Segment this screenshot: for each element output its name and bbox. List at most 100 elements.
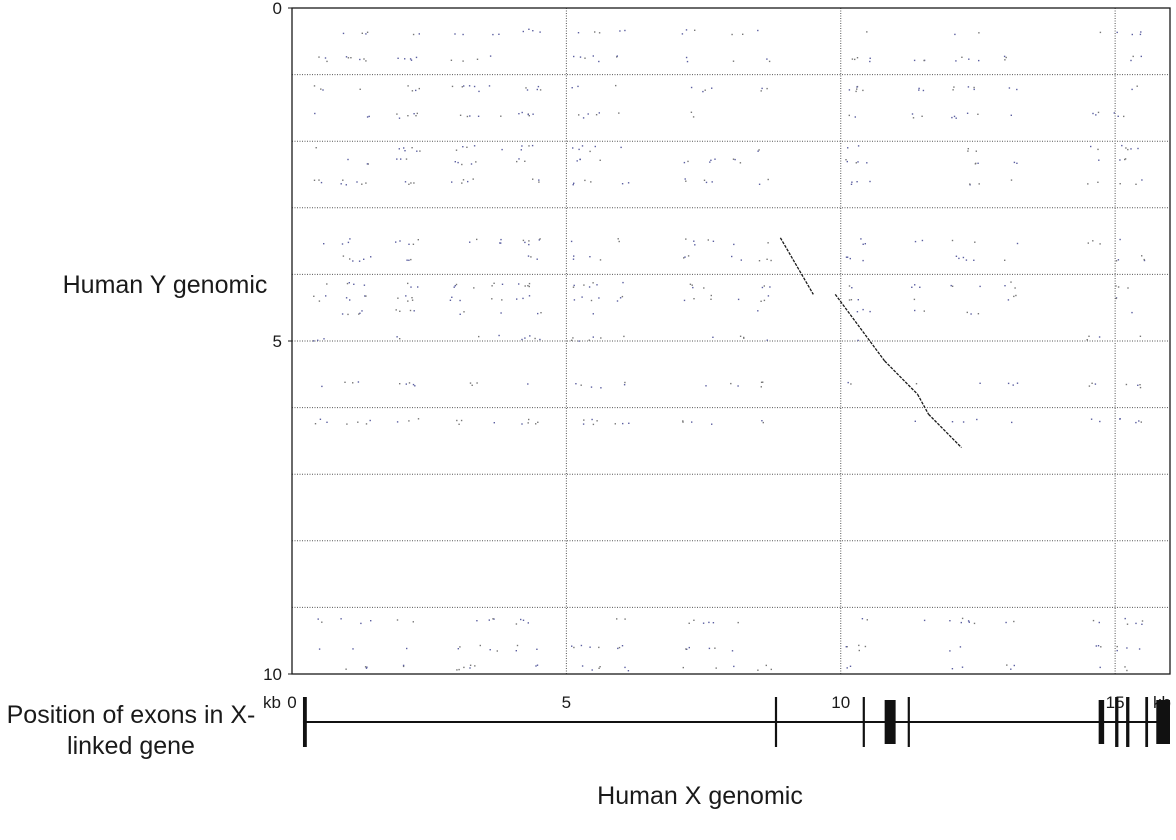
repeat-dot-568 xyxy=(369,419,371,422)
repeat-dot-373 xyxy=(1115,260,1118,262)
repeat-dot-627 xyxy=(702,622,705,624)
repeat-dot-453 xyxy=(683,299,686,302)
repeat-dot-604 xyxy=(1119,418,1121,420)
repeat-dot-539 xyxy=(600,387,602,389)
repeat-dot-135 xyxy=(413,113,415,115)
repeat-dot-260 xyxy=(408,183,410,185)
repeat-dot-73 xyxy=(968,58,970,60)
repeat-dot-174 xyxy=(315,147,317,149)
repeat-dot-432 xyxy=(365,295,367,297)
repeat-dot-394 xyxy=(527,285,529,287)
repeat-dot-548 xyxy=(760,381,763,383)
alignment-segment-2 xyxy=(834,293,886,362)
repeat-dot-622 xyxy=(527,622,529,624)
repeat-dot-591 xyxy=(682,420,684,422)
repeat-dot-522 xyxy=(1086,339,1088,341)
repeat-dot-108 xyxy=(761,87,763,90)
repeat-dot-573 xyxy=(458,423,460,425)
repeat-dot-437 xyxy=(407,300,409,302)
repeat-dot-706 xyxy=(627,670,630,672)
repeat-dot-547 xyxy=(760,386,762,388)
repeat-dot-494 xyxy=(1131,311,1133,314)
exon-5 xyxy=(1098,700,1105,744)
repeat-dot-465 xyxy=(1007,299,1010,301)
repeat-dot-9 xyxy=(498,33,500,35)
repeat-dot-213 xyxy=(400,158,402,160)
repeat-dot-623 xyxy=(624,618,626,620)
repeat-dot-197 xyxy=(758,149,760,151)
repeat-dot-160 xyxy=(921,115,923,117)
repeat-dot-204 xyxy=(1097,148,1099,151)
repeat-dot-172 xyxy=(1117,115,1119,117)
repeat-dot-463 xyxy=(857,299,859,301)
repeat-dot-326 xyxy=(767,242,769,244)
repeat-dot-21 xyxy=(694,29,696,31)
repeat-dot-28 xyxy=(1099,31,1102,34)
repeat-dot-458 xyxy=(767,295,770,297)
repeat-dot-544 xyxy=(737,385,739,387)
repeat-dot-587 xyxy=(622,422,624,425)
repeat-dot-182 xyxy=(455,149,458,151)
repeat-dot-184 xyxy=(473,145,476,147)
repeat-dot-238 xyxy=(845,159,847,161)
repeat-dot-277 xyxy=(684,178,686,180)
repeat-dot-375 xyxy=(1141,255,1143,257)
repeat-dot-618 xyxy=(492,618,494,620)
repeat-dot-556 xyxy=(1088,385,1091,387)
repeat-dot-124 xyxy=(967,86,970,88)
repeat-dot-647 xyxy=(1135,622,1137,625)
repeat-dot-303 xyxy=(408,243,410,245)
repeat-dot-506 xyxy=(539,338,541,341)
x-tick-label-2: 10 xyxy=(831,693,850,712)
repeat-dot-325 xyxy=(733,243,735,246)
exon-0 xyxy=(302,697,307,747)
repeat-dot-243 xyxy=(975,162,977,165)
repeat-dot-489 xyxy=(914,309,916,312)
repeat-dot-638 xyxy=(968,621,970,623)
exon-track xyxy=(302,697,1170,747)
repeat-dot-659 xyxy=(536,648,538,650)
repeat-dot-192 xyxy=(572,147,574,149)
repeat-dot-5 xyxy=(412,33,415,36)
repeat-dot-692 xyxy=(402,665,405,668)
repeat-dot-271 xyxy=(573,182,575,184)
repeat-dot-707 xyxy=(624,666,626,669)
repeat-dot-452 xyxy=(621,295,624,298)
repeat-dot-322 xyxy=(694,244,696,246)
repeat-dot-340 xyxy=(349,258,351,260)
repeat-dot-617 xyxy=(493,618,495,620)
repeat-dot-159 xyxy=(911,113,914,115)
repeat-dot-474 xyxy=(358,313,360,315)
diagonal-alignment xyxy=(779,237,962,449)
repeat-dot-464 xyxy=(913,298,916,301)
repeat-dot-356 xyxy=(687,255,690,257)
repeat-dot-121 xyxy=(953,86,955,88)
repeat-dot-286 xyxy=(856,181,858,183)
repeat-dot-86 xyxy=(415,89,417,92)
repeat-dot-440 xyxy=(449,299,452,301)
repeat-dot-526 xyxy=(344,381,346,383)
repeat-dot-661 xyxy=(571,645,573,647)
repeat-dot-399 xyxy=(572,286,575,288)
repeat-dot-487 xyxy=(856,311,859,313)
repeat-dot-711 xyxy=(765,664,767,667)
repeat-dot-571 xyxy=(408,420,410,422)
repeat-dot-178 xyxy=(411,147,413,149)
repeat-dot-268 xyxy=(538,179,540,181)
repeat-dot-253 xyxy=(342,179,344,181)
repeat-dot-451 xyxy=(616,300,619,302)
repeat-dot-423 xyxy=(1127,287,1129,289)
repeat-dot-519 xyxy=(857,339,859,342)
repeat-dot-59 xyxy=(685,56,688,59)
repeat-dot-334 xyxy=(1016,242,1019,245)
repeat-dot-590 xyxy=(682,421,684,423)
repeat-dot-397 xyxy=(528,285,530,288)
repeat-dot-147 xyxy=(532,113,534,115)
repeat-dot-193 xyxy=(589,150,591,153)
repeat-dot-501 xyxy=(498,334,500,337)
repeat-dot-273 xyxy=(572,184,574,186)
repeat-dot-186 xyxy=(528,145,530,147)
repeat-dot-53 xyxy=(584,57,586,59)
repeat-dot-355 xyxy=(683,257,685,259)
